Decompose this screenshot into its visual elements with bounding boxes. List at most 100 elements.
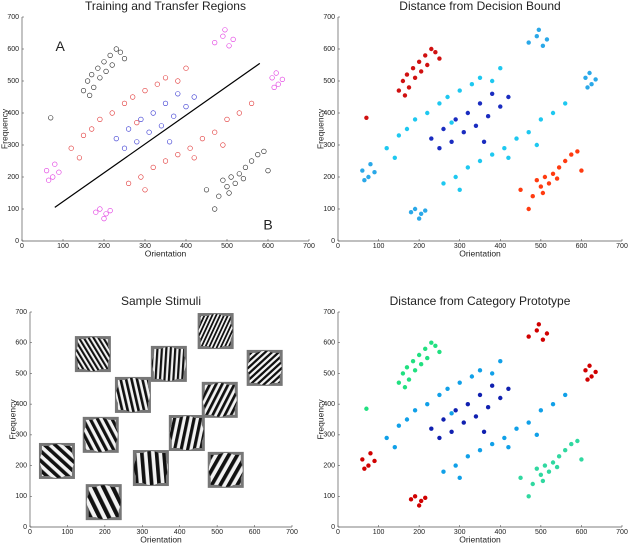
data-point (589, 82, 594, 87)
data-point (117, 49, 123, 55)
x-tick-label: 700 (303, 243, 315, 250)
data-point (183, 65, 189, 71)
x-tick-label: 100 (373, 243, 385, 250)
data-point (526, 206, 531, 212)
data-point (542, 463, 548, 468)
data-point (416, 352, 422, 358)
data-point (449, 120, 454, 125)
y-tick-label: 200 (323, 174, 335, 181)
data-point (526, 494, 531, 499)
data-point (465, 454, 471, 459)
y-tick-label: 0 (23, 524, 27, 531)
data-point (587, 363, 592, 368)
data-point (589, 374, 594, 379)
data-point (412, 117, 418, 122)
data-point (255, 152, 261, 158)
data-point (362, 178, 367, 183)
data-point (530, 194, 535, 199)
data-point (579, 168, 584, 173)
data-point (418, 498, 424, 504)
data-point (408, 497, 414, 502)
data-point (392, 155, 397, 160)
x-tick-label: 300 (454, 529, 466, 536)
chart-title: Distance from Decision Bound (399, 0, 560, 13)
data-point (465, 401, 471, 407)
data-point (384, 146, 389, 151)
data-point (97, 75, 103, 81)
data-point (498, 104, 503, 109)
data-point (534, 432, 539, 438)
x-tick-label: 700 (286, 529, 298, 536)
data-point (554, 464, 560, 470)
data-point (236, 171, 242, 177)
data-point (485, 114, 491, 119)
data-point (498, 395, 503, 401)
data-point (418, 211, 424, 216)
data-point (540, 478, 546, 484)
data-point (502, 435, 507, 441)
stimulus (168, 415, 205, 452)
data-point (418, 69, 424, 74)
data-point (546, 469, 552, 474)
stimulus (246, 349, 283, 386)
data-point (536, 322, 542, 327)
data-point (457, 88, 462, 93)
data-point (142, 87, 148, 94)
x-tick-label: 100 (62, 529, 74, 536)
data-point (416, 59, 422, 64)
data-point (107, 208, 113, 214)
data-point (445, 94, 450, 100)
data-point (477, 392, 483, 398)
x-tick-label: 100 (57, 243, 69, 250)
x-tick-label: 400 (494, 243, 506, 250)
data-point (150, 110, 156, 116)
y-tick-label: 400 (15, 401, 27, 408)
data-point (191, 94, 197, 100)
x-tick-label: 600 (576, 243, 588, 250)
y-tick-label: 100 (323, 206, 335, 213)
data-point (121, 100, 128, 106)
data-point (425, 355, 430, 361)
data-point (261, 148, 267, 154)
data-point (402, 385, 408, 390)
data-point (437, 101, 442, 106)
data-point (89, 71, 95, 78)
data-point (406, 85, 412, 90)
x-axis-label: Orientation (140, 534, 182, 544)
data-point (489, 441, 495, 447)
x-tick-label: 600 (262, 243, 274, 250)
data-point (95, 65, 101, 71)
y-tick-label: 400 (323, 110, 335, 117)
data-point (481, 139, 487, 144)
data-point (236, 110, 242, 116)
data-point (126, 126, 132, 132)
data-point (583, 75, 588, 81)
data-point (534, 142, 539, 148)
data-point (429, 426, 434, 431)
y-tick-label: 0 (15, 238, 19, 245)
data-point (93, 209, 99, 215)
data-point (441, 181, 446, 186)
data-point (526, 420, 531, 425)
data-point (220, 33, 226, 39)
data-point (97, 116, 103, 122)
data-point (396, 88, 402, 93)
data-point (425, 401, 430, 407)
data-point (412, 206, 418, 212)
y-tick-label: 100 (323, 493, 335, 500)
data-point (199, 136, 205, 142)
stimulus (150, 345, 187, 382)
data-point (146, 129, 152, 135)
data-point (226, 190, 232, 196)
data-point (544, 331, 550, 336)
y-tick-label: 700 (323, 309, 335, 316)
stimulus (114, 376, 151, 413)
data-point (142, 187, 148, 193)
y-axis-label: Frequency (315, 399, 325, 440)
annotation: A (55, 38, 65, 54)
data-point (368, 451, 373, 456)
data-point (68, 145, 74, 151)
x-tick-label: 200 (98, 243, 110, 250)
y-tick-label: 600 (7, 46, 19, 53)
y-tick-label: 600 (323, 340, 335, 347)
